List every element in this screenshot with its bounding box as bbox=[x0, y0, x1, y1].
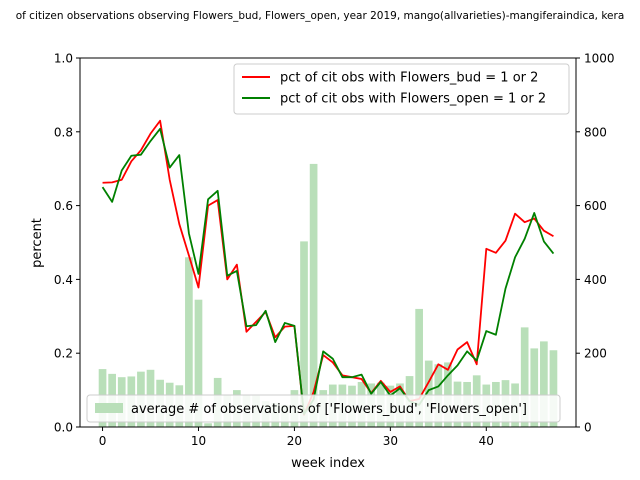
legend-swatch-obs bbox=[95, 403, 123, 413]
line-layer bbox=[101, 119, 555, 416]
chart-title: of citizen observations observing Flower… bbox=[16, 10, 625, 22]
legend-bars-box bbox=[86, 394, 561, 423]
y-tick-label: 0.0 bbox=[54, 421, 73, 435]
legend-bars: average # of observations of ['Flowers_b… bbox=[86, 394, 561, 423]
legend-label-obs: average # of observations of ['Flowers_b… bbox=[131, 402, 527, 417]
y-tick-label: 0.4 bbox=[54, 273, 73, 287]
y2-tick-label: 200 bbox=[584, 347, 607, 361]
legend-label-open: pct of cit obs with Flowers_open = 1 or … bbox=[280, 92, 546, 107]
y-tick-label: 0.8 bbox=[54, 125, 73, 139]
y-tick-label: 0.6 bbox=[54, 199, 73, 213]
obs-bar bbox=[204, 423, 212, 427]
x-tick-label: 10 bbox=[191, 434, 206, 448]
x-tick-label: 0 bbox=[99, 434, 107, 448]
obs-bar bbox=[185, 257, 193, 427]
legend-label-bud: pct of cit obs with Flowers_bud = 1 or 2 bbox=[280, 71, 538, 86]
y2-tick-label: 600 bbox=[584, 199, 607, 213]
obs-bar bbox=[520, 327, 529, 427]
flowers-open-line bbox=[101, 127, 555, 415]
obs-bar bbox=[309, 163, 318, 427]
x-axis: 0 10 20 30 40 bbox=[99, 427, 494, 448]
y2-tick-label: 800 bbox=[584, 125, 607, 139]
plot-frame bbox=[79, 57, 577, 428]
y-axis-right: 0 200 400 600 800 1000 bbox=[576, 52, 615, 435]
y2-tick-label: 0 bbox=[584, 421, 592, 435]
x-axis-label: week index bbox=[291, 456, 365, 471]
obs-bar bbox=[530, 348, 539, 427]
flowers-bud-line bbox=[102, 119, 554, 416]
obs-bar bbox=[424, 360, 433, 427]
y2-tick-label: 400 bbox=[584, 273, 607, 287]
legend-lines-box bbox=[233, 63, 570, 115]
obs-bar bbox=[549, 350, 558, 427]
obs-bar bbox=[415, 308, 423, 427]
x-tick-label: 30 bbox=[383, 434, 398, 448]
y-tick-label: 1.0 bbox=[54, 52, 73, 66]
y-tick-label: 0.2 bbox=[54, 347, 73, 361]
y2-tick-label: 1000 bbox=[584, 52, 615, 66]
x-tick-label: 20 bbox=[287, 434, 302, 448]
bar-layer bbox=[98, 163, 558, 427]
x-tick-label: 40 bbox=[479, 434, 494, 448]
y-axis-left: 0.0 0.2 0.4 0.6 0.8 1.0 bbox=[54, 52, 80, 435]
obs-bar bbox=[300, 241, 308, 427]
legend-lines: pct of cit obs with Flowers_bud = 1 or 2… bbox=[233, 63, 570, 115]
obs-bar bbox=[540, 341, 548, 427]
obs-bar bbox=[194, 299, 203, 427]
y-axis-label: percent bbox=[30, 218, 45, 268]
